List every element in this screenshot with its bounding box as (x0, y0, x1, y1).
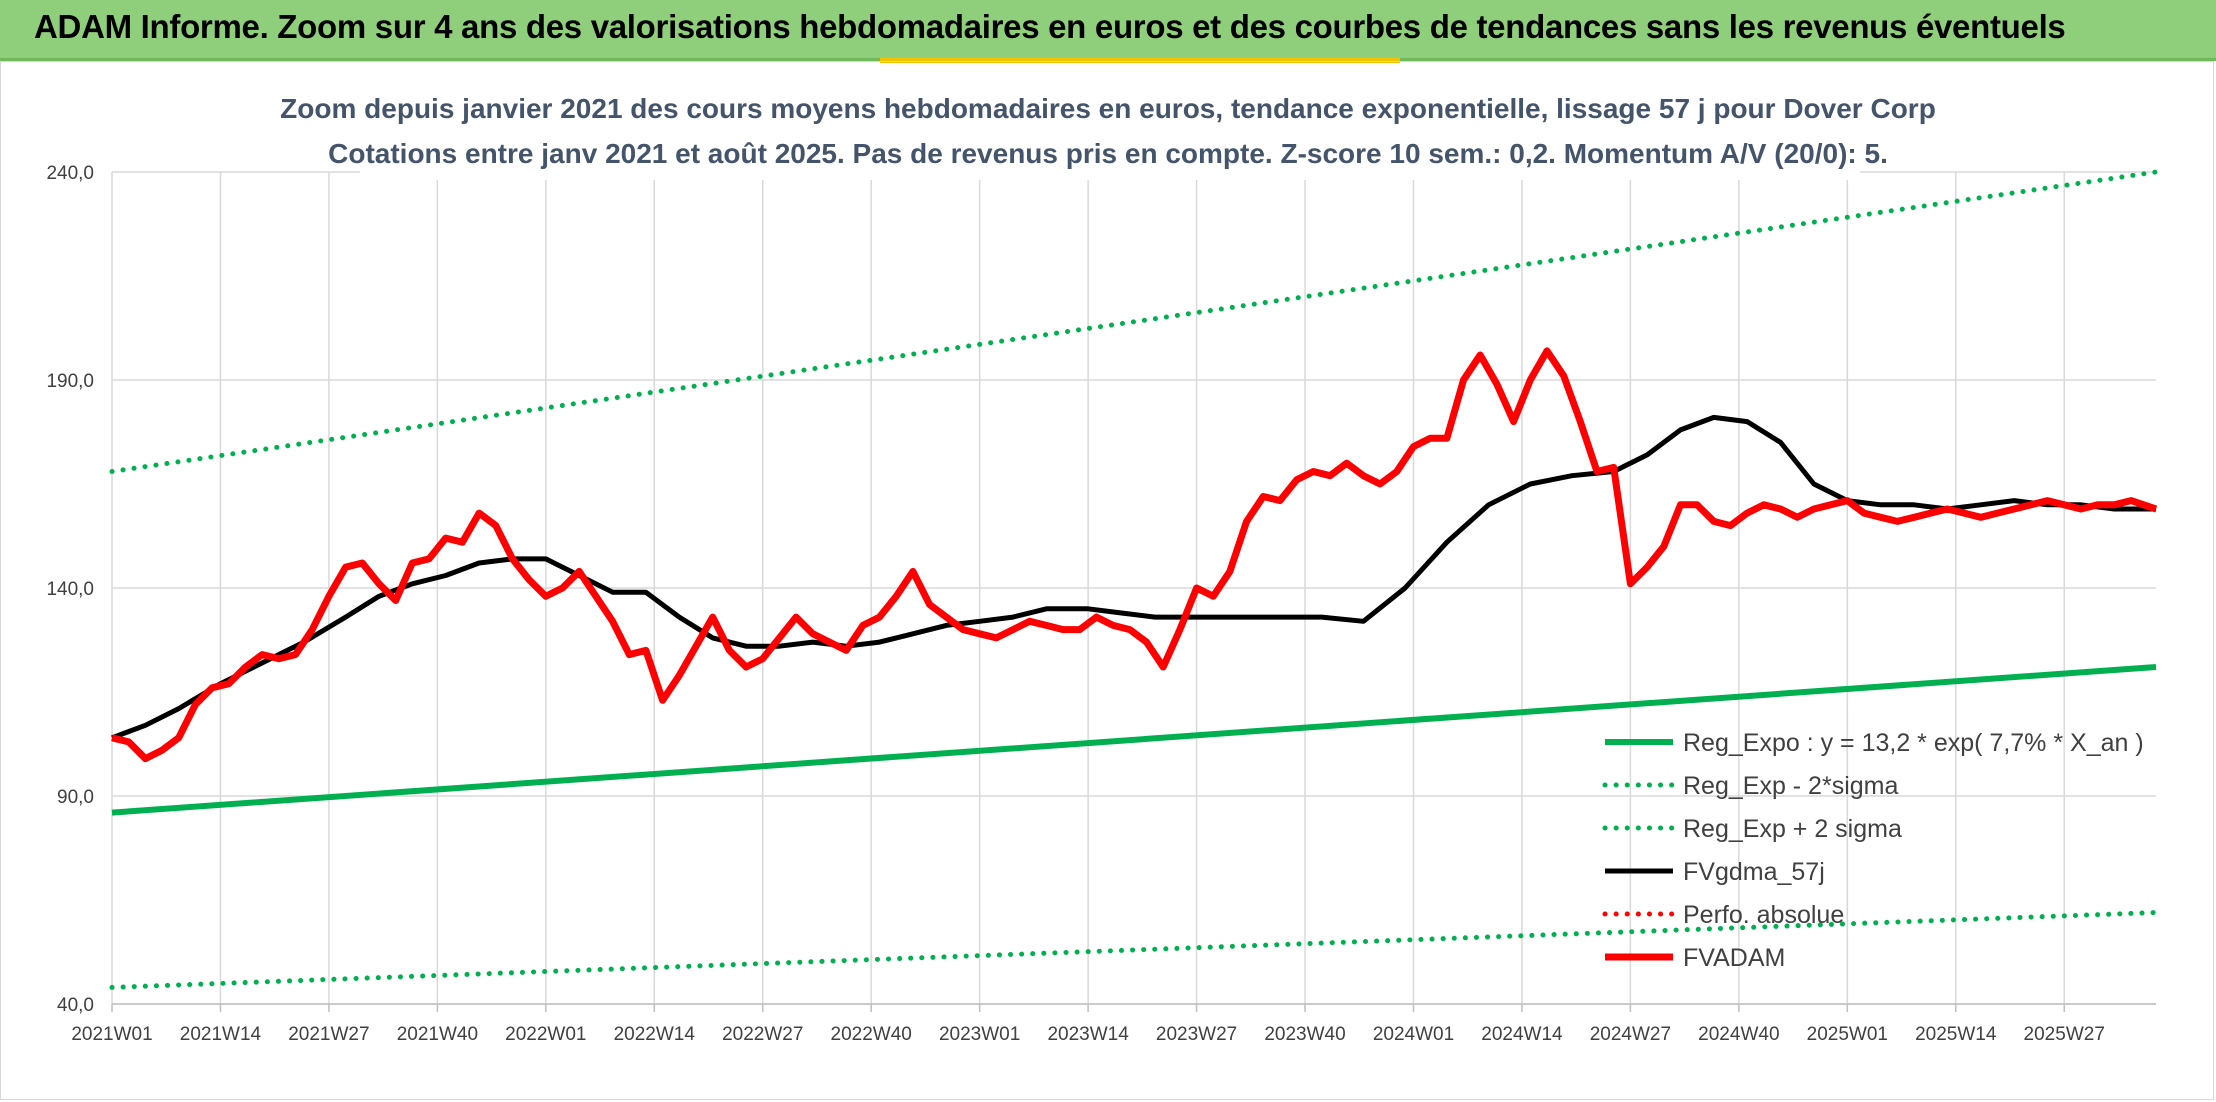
y-tick-label: 90,0 (57, 787, 94, 808)
x-tick-label: 2022W27 (722, 1024, 803, 1045)
x-tick-label: 2022W01 (505, 1024, 586, 1045)
legend-label-0: Reg_Expo : y = 13,2 * exp( 7,7% * X_an ) (1683, 729, 2144, 757)
report-title: ADAM Informe. Zoom sur 4 ans des valoris… (34, 8, 2066, 45)
series-line-3 (111, 414, 2156, 741)
series-line-2 (109, 169, 2159, 474)
legend-label-3: FVgdma_57j (1683, 858, 1825, 886)
y-tick-label: 190,0 (46, 371, 94, 392)
x-tick-label: 2023W27 (1156, 1024, 1237, 1045)
chart-title: Zoom depuis janvier 2021 des cours moyen… (280, 93, 1936, 124)
x-tick-label: 2022W14 (614, 1024, 696, 1045)
x-tick-label: 2024W01 (1373, 1024, 1454, 1045)
chart-subtitle: Cotations entre janv 2021 et août 2025. … (328, 138, 1888, 169)
subtitle-backdrop (360, 88, 1860, 180)
gridlines (111, 171, 2156, 1005)
x-tick-label: 2021W27 (288, 1024, 369, 1045)
y-tick-label: 140,0 (46, 579, 94, 600)
x-tick-label: 2022W40 (831, 1024, 912, 1045)
x-tick-label: 2025W14 (1915, 1024, 1997, 1045)
x-tick-label: 2024W40 (1698, 1024, 1779, 1045)
series-line-0 (111, 664, 2157, 816)
y-tick-label: 40,0 (57, 995, 94, 1016)
series-layer (109, 169, 2159, 990)
x-tick-label: 2023W14 (1047, 1024, 1129, 1045)
chart-legend: Reg_Expo : y = 13,2 * exp( 7,7% * X_an )… (1602, 729, 2144, 972)
x-tick-label: 2023W01 (939, 1024, 1020, 1045)
chart-frame (0, 61, 2214, 1100)
x-tick-label: 2025W01 (1807, 1024, 1888, 1045)
banner-accent-stripe (880, 58, 1400, 63)
legend-label-5: FVADAM (1683, 944, 1785, 972)
legend-label-1: Reg_Exp - 2*sigma (1683, 772, 1898, 800)
y-tick-label: 240,0 (46, 163, 94, 184)
x-tick-label: 2021W40 (397, 1024, 478, 1045)
series-line-1 (109, 910, 2159, 990)
legend-label-2: Reg_Exp + 2 sigma (1683, 815, 1902, 843)
legend-label-4: Perfo. absolue (1683, 901, 1844, 929)
x-tick-label: 2024W27 (1590, 1024, 1671, 1045)
x-tick-label: 2023W40 (1264, 1024, 1345, 1045)
series-line-5 (111, 347, 2158, 763)
y-axis-ticks: 40,0 90,0 140,0 190,0 240,0 (46, 163, 94, 1016)
x-tick-label: 2024W14 (1481, 1024, 1563, 1045)
report-banner: ADAM Informe. Zoom sur 4 ans des valoris… (0, 0, 2216, 61)
x-tick-label: 2021W14 (180, 1024, 262, 1045)
x-tick-label: 2021W01 (71, 1024, 152, 1045)
x-axis-ticks: 2021W01 2021W14 2021W27 2021W40 2022W01 2022W… (71, 1003, 2156, 1045)
x-tick-label: 2025W27 (2024, 1024, 2105, 1045)
